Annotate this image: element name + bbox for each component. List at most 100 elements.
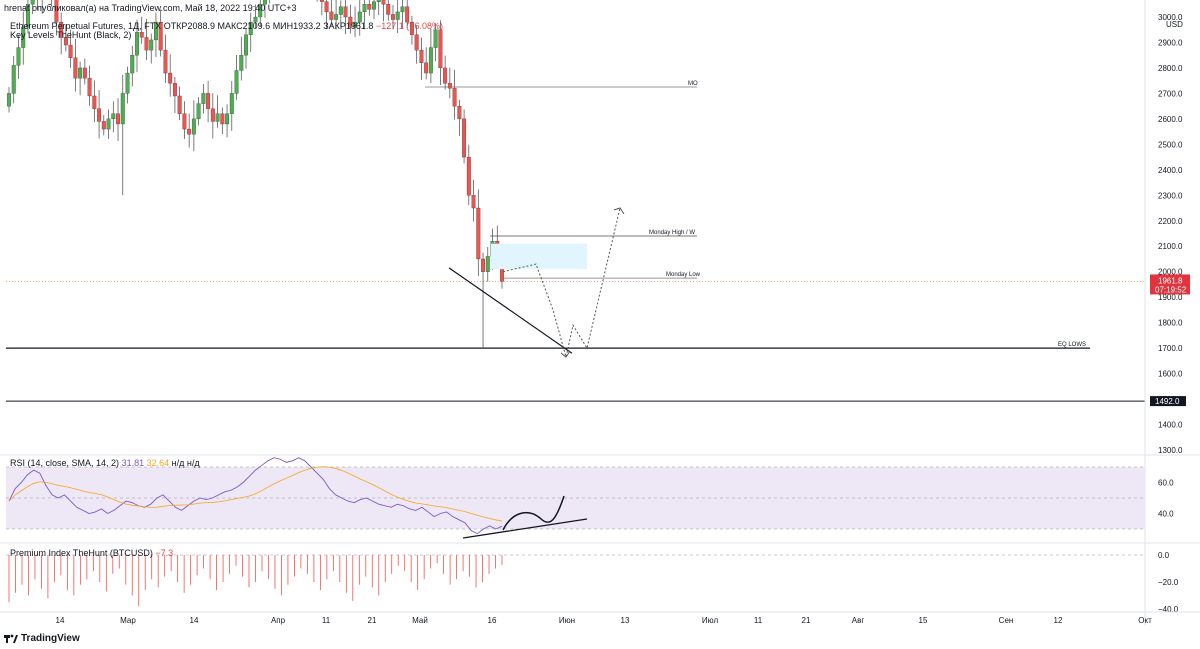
time-axis[interactable]: 14 Мар 14 Апр 11 21 Май 16 Июн 13 Июл 11 21 Авг 15 Сен 1…: [0, 611, 1200, 625]
candle-body: [125, 72, 130, 94]
price-change: −127.1 (−6.08%): [375, 21, 443, 31]
candle-body: [92, 95, 97, 109]
price-tick-label: 2400.0: [1158, 166, 1183, 175]
fvg-box: [491, 243, 587, 270]
premium-index-pane[interactable]: 0.0 −20.0 −40.0: [6, 551, 1179, 614]
projection-arrowhead: [560, 350, 571, 358]
time-tick-label: 21: [368, 616, 377, 625]
price-tick-label: 2800.0: [1158, 64, 1183, 73]
candle-body: [376, 0, 381, 2]
candle-body: [466, 156, 471, 196]
candle-body: [63, 37, 68, 46]
candle-body: [343, 6, 348, 18]
last-price-tag: [1150, 274, 1190, 295]
projection-arrowhead: [613, 207, 625, 215]
ohlc-low: МИН1933.2: [272, 21, 321, 31]
candle-body: [324, 1, 329, 13]
price-tick-label: 1400.0: [1158, 421, 1183, 430]
candle-body: [130, 55, 135, 74]
time-tick-label: 11: [754, 616, 763, 625]
candle-body: [59, 21, 64, 38]
candle-body: [244, 34, 248, 56]
footer-brand[interactable]: TradingView: [4, 633, 80, 644]
price-tick-label: 2900.0: [1158, 38, 1183, 47]
time-tick-label: Окт: [1138, 616, 1152, 625]
price-tick-label: 1700.0: [1158, 344, 1183, 353]
price-tick-label: 2700.0: [1158, 89, 1183, 98]
price-axis[interactable]: 3000.0 2900.0 2800.0 2700.0 2600.0 2500.0 2400…: [1144, 0, 1190, 625]
rsi-na-2: н/д: [186, 458, 200, 468]
price-tick-label: 1600.0: [1158, 370, 1183, 379]
candle-body: [485, 256, 490, 272]
candle-body: [215, 113, 220, 122]
time-tick-label: 13: [621, 616, 630, 625]
premium-tick-label: −40.0: [1158, 605, 1179, 614]
candle-body: [229, 93, 234, 114]
footer-brand-text: TradingView: [21, 633, 80, 644]
candle-body: [68, 44, 73, 58]
time-tick-label: Апр: [271, 616, 286, 625]
last-price-tag-text: 1961.8: [1158, 276, 1183, 285]
candle-body: [97, 108, 102, 122]
candle-body: [168, 72, 173, 84]
candle-body: [263, 0, 267, 5]
projection-path: [502, 207, 621, 358]
rsi-title: RSI (14, close, SMA, 14, 2): [10, 458, 120, 468]
candle-body: [419, 49, 424, 63]
candle-body: [457, 105, 462, 120]
rsi-projection-curve: [502, 495, 565, 531]
candle-body: [54, 0, 59, 23]
candle-body: [101, 121, 106, 130]
candle-body: [149, 39, 154, 51]
rsi-tick-label: 60.0: [1158, 479, 1174, 488]
level-price-tag: [1150, 396, 1186, 407]
candle-body: [120, 93, 125, 125]
indicator-legend: Key Levels TheHunt (Black, 2): [10, 30, 132, 40]
candle-body: [206, 93, 211, 109]
candle-body: [433, 29, 438, 48]
candle-body: [452, 88, 457, 107]
rsi-na-1: н/д: [171, 458, 185, 468]
rsi-tick-label: 40.0: [1158, 510, 1174, 519]
symbol-legend: Ethereum Perpetual Futures, 1Д, FTX ОТКР…: [10, 21, 443, 31]
tradingview-logo-icon: [4, 634, 18, 644]
candle-body: [11, 65, 16, 94]
candle-body: [253, 16, 258, 23]
premium-title: Premium Index TheHunt (BTCUSD): [10, 548, 153, 558]
time-tick-label: 14: [56, 616, 65, 625]
candle-body: [154, 21, 158, 41]
candle-body: [319, 0, 324, 2]
candle-body: [78, 67, 83, 79]
price-tick-label: 2600.0: [1158, 115, 1183, 124]
price-tick-label: 1300.0: [1158, 446, 1183, 455]
key-level-label: EQ LOWS: [1058, 342, 1086, 348]
rsi-ma-value: 32.64: [146, 458, 170, 468]
rsi-value: 31.81: [121, 458, 145, 468]
candle-body: [234, 70, 239, 94]
candle-body: [196, 103, 201, 120]
time-tick-label: 21: [802, 616, 811, 625]
ohlc-high: МАКС2109.6: [217, 21, 271, 31]
price-tick-label: 2300.0: [1158, 191, 1183, 200]
candle-body: [357, 11, 362, 23]
candle-body: [30, 0, 35, 5]
candle-body: [334, 14, 339, 20]
price-tick-label: 1900.0: [1158, 293, 1183, 302]
ohlc-open: ОТКР2088.9: [163, 21, 215, 31]
candle-body: [405, 6, 410, 23]
premium-tick-label: −20.0: [1158, 578, 1179, 587]
candle-body: [362, 4, 367, 13]
candle-body: [414, 34, 419, 51]
rsi-pane[interactable]: 60.0 40.0: [6, 457, 1174, 539]
candle-body: [409, 21, 414, 35]
rsi-ma-line: [8, 466, 503, 522]
price-tick-label: 2100.0: [1158, 242, 1183, 251]
price-tick-label: 2200.0: [1158, 217, 1183, 226]
time-tick-label: Июн: [559, 616, 575, 625]
candle-body: [239, 55, 244, 71]
level-price-tag-text: 1492.0: [1155, 397, 1180, 406]
key-level-label: Monday Low: [666, 272, 701, 278]
time-tick-label: 12: [1054, 616, 1063, 625]
candle-body: [428, 47, 433, 74]
